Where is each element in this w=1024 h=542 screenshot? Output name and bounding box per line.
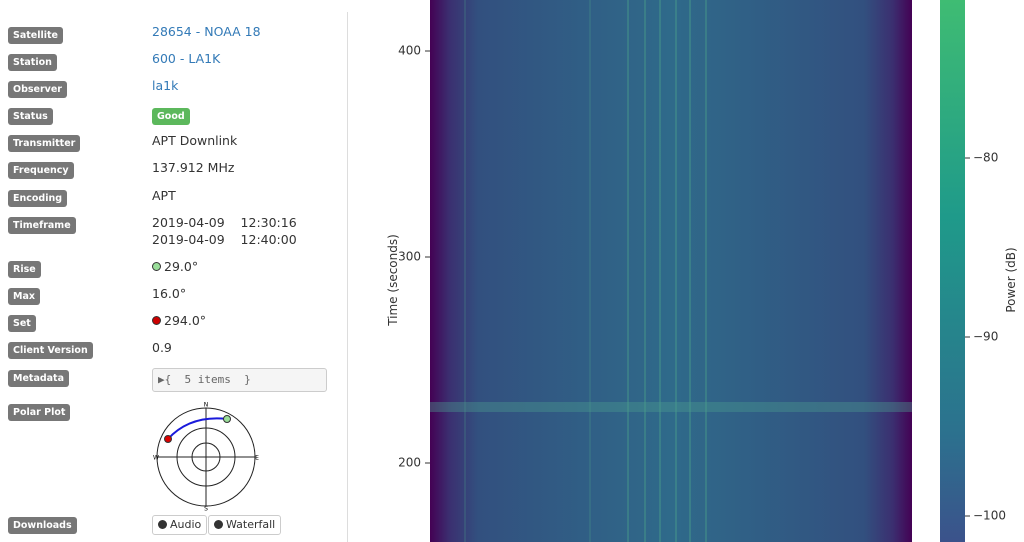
divider [347,12,348,542]
colorbar-tick-label: −100 [973,509,1006,523]
field-label: Timeframe [8,217,76,234]
field-value: la1k [152,78,178,94]
pass-end [164,435,172,443]
field-value: 600 - LA1K [152,51,220,67]
field-label: Set [8,315,36,332]
download-icon [214,520,223,529]
field-label: Downloads [8,517,77,534]
field-label: Rise [8,261,41,278]
status-badge: Good [152,108,190,125]
value-text: 29.0° [164,259,199,274]
y-tick-label: 400 [398,44,421,58]
download-button[interactable]: Audio [152,515,208,535]
download-button[interactable]: Waterfall [208,515,282,535]
y-tick-label: 200 [398,456,421,470]
field-value: 294.0° [152,313,206,329]
waterfall-image [430,0,912,542]
colorbar [940,0,965,542]
pass-start [223,415,231,423]
value-text[interactable]: 600 - LA1K [152,51,221,66]
metadata-box[interactable]: ▶{ 5 items } [152,368,327,392]
field-value: 29.0° [152,259,198,275]
field-value: 28654 - NOAA 18 [152,24,261,40]
field-value: Good [152,107,190,125]
marker-dot [152,316,161,325]
button-text: Audio [170,518,202,531]
signal-lines [464,0,707,542]
value-text: 16.0° [152,286,187,301]
y-tick-label: 300 [398,250,421,264]
field-label: Status [8,108,53,125]
value-text: 294.0° [164,313,207,328]
field-value: 0.9 [152,340,172,356]
value-text: APT Downlink [152,133,238,148]
pass-track [167,417,228,440]
field-value: 137.912 MHz [152,160,234,176]
compass-label: W [153,455,159,462]
compass-label: N [204,402,209,409]
field-label: Satellite [8,27,63,44]
compass-label: S [204,506,208,513]
timeframe-value: 2019-04-09 12:30:16 [152,215,297,230]
download-icon [158,520,167,529]
y-axis-label: Time (seconds) [386,234,400,327]
value-text: 0.9 [152,340,172,355]
y-axis [425,50,430,464]
timeframe-value: 2019-04-09 12:40:00 [152,232,297,247]
field-label: Client Version [8,342,93,359]
button-text: Waterfall [226,518,276,531]
field-value: APT Downlink [152,133,237,149]
field-label: Frequency [8,162,74,179]
field-label: Station [8,54,57,71]
value-text[interactable]: 28654 - NOAA 18 [152,24,261,39]
field-value: APT [152,188,176,204]
noise-band [430,402,912,412]
field-label: Polar Plot [8,404,71,421]
field-label: Transmitter [8,135,81,152]
colorbar-axis [965,157,970,517]
value-text: 137.912 MHz [152,160,235,175]
field-value: 16.0° [152,286,186,302]
field-label: Observer [8,81,67,98]
colorbar-tick-label: −90 [973,330,998,344]
field-label: Encoding [8,190,68,207]
field-label: Metadata [8,370,70,387]
field-label: Max [8,288,40,305]
value-text: APT [152,188,176,203]
colorbar-tick-label: −80 [973,151,998,165]
value-text[interactable]: la1k [152,78,179,93]
compass-label: E [255,455,259,462]
marker-dot [152,262,161,271]
colorbar-label: Power (dB) [1004,247,1018,312]
